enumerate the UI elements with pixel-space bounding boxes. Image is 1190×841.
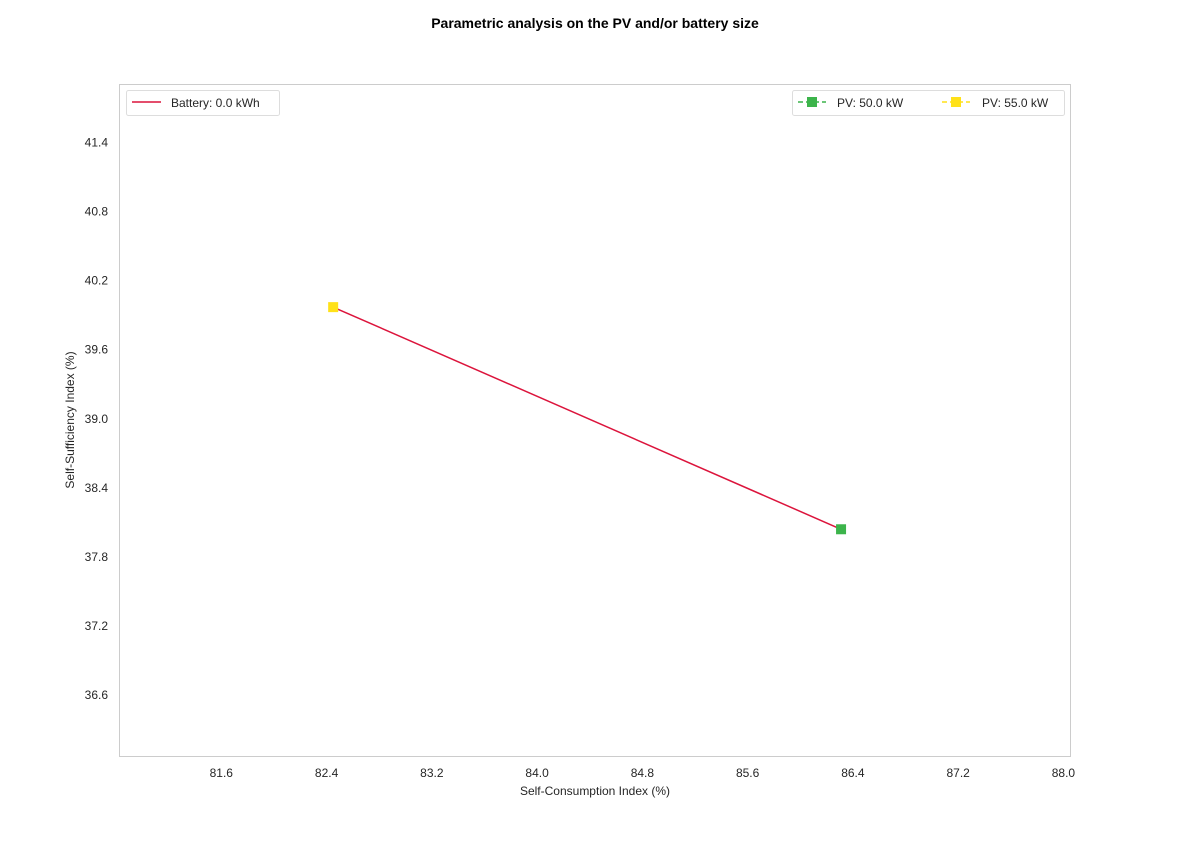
x-axis-ticks: 81.6 82.4 83.2 84.0 84.8 85.6 86.4 87.2 88.0	[210, 766, 1076, 780]
x-tick-label: 82.4	[315, 766, 339, 780]
x-tick-label: 85.6	[736, 766, 760, 780]
marker-pv55	[328, 302, 339, 313]
y-axis-label: Self-Sufficiency Index (%)	[63, 351, 77, 488]
x-tick-label: 87.2	[946, 766, 970, 780]
marker-pv50	[836, 524, 847, 535]
plot-area	[119, 84, 1071, 757]
series-line-battery	[332, 306, 842, 530]
y-tick-label: 39.0	[85, 412, 109, 426]
y-tick-label: 40.8	[85, 205, 109, 219]
y-axis-ticks: 36.6 37.2 37.8 38.4 39.0 39.6 40.2 40.8 41.4	[85, 136, 109, 702]
x-tick-label: 84.0	[525, 766, 549, 780]
legend-pv55-label: PV: 55.0 kW	[982, 96, 1049, 110]
marker-layer	[328, 302, 847, 535]
legend-battery-frame	[126, 90, 280, 116]
x-axis-label: Self-Consumption Index (%)	[520, 784, 670, 798]
legend-pv50-label: PV: 50.0 kW	[837, 96, 904, 110]
y-tick-label: 38.4	[85, 481, 109, 495]
x-tick-label: 83.2	[420, 766, 444, 780]
y-tick-label: 37.2	[85, 619, 109, 633]
y-tick-label: 41.4	[85, 136, 109, 150]
y-tick-label: 39.6	[85, 343, 109, 357]
chart-title: Parametric analysis on the PV and/or bat…	[431, 15, 759, 31]
series-layer	[332, 306, 842, 530]
legend-pv50-swatch-marker	[807, 97, 817, 107]
legend-pv-frame	[792, 90, 1065, 116]
x-tick-label: 86.4	[841, 766, 865, 780]
y-tick-label: 40.2	[85, 274, 109, 288]
x-tick-label: 84.8	[631, 766, 655, 780]
y-tick-label: 37.8	[85, 550, 109, 564]
legend-pv: PV: 50.0 kW PV: 55.0 kW	[792, 90, 1065, 116]
legend-battery: Battery: 0.0 kWh	[126, 90, 280, 116]
legend-pv55-swatch-marker	[951, 97, 961, 107]
x-tick-label: 88.0	[1052, 766, 1076, 780]
x-tick-label: 81.6	[210, 766, 234, 780]
legend-battery-label: Battery: 0.0 kWh	[171, 96, 260, 110]
y-tick-label: 36.6	[85, 688, 109, 702]
